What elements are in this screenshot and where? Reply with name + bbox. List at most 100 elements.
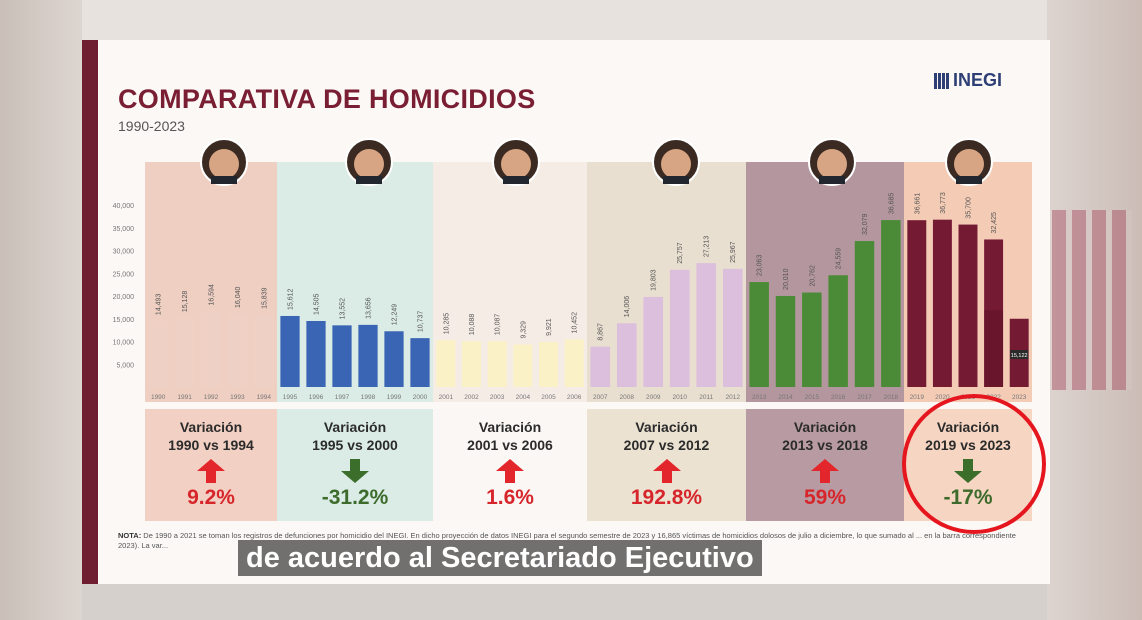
portrait-6-suit (956, 176, 982, 184)
bar-value-label: 14,505 (314, 293, 321, 315)
y-tick-label: 30,000 (113, 249, 135, 256)
bar (984, 239, 1004, 387)
x-tick-label: 1991 (177, 394, 192, 401)
variation-label-line1: Variación (793, 419, 857, 435)
bar-value-label: 8,867 (598, 323, 605, 341)
arrow-up-icon (811, 459, 839, 483)
x-tick-label: 2006 (567, 394, 582, 401)
bar (749, 282, 769, 387)
x-tick-label: 2019 (910, 394, 925, 401)
x-tick-label: 2004 (516, 394, 531, 401)
background-right-blur (1047, 0, 1142, 620)
bar-value-label: 35,700 (966, 197, 973, 219)
variation-label-line1: Variación (478, 419, 542, 435)
bar-value-label: 13,552 (340, 298, 347, 320)
inegi-logo: INEGI (934, 70, 1002, 91)
variation-box-1: Variación 1990 vs 1994 9.2% (145, 409, 277, 521)
x-tick-label: 2012 (726, 394, 741, 401)
bar-value-label: 23,063 (757, 255, 764, 277)
bar (564, 339, 584, 387)
x-tick-label: 2003 (490, 394, 505, 401)
bar-value-label: 9,329 (520, 321, 527, 339)
variation-label-line1: Variación (179, 419, 243, 435)
background-right-chart-blur (1052, 210, 1132, 390)
bar (722, 268, 743, 387)
variation-label: Variación 1990 vs 1994 (145, 418, 277, 454)
x-tick-label: 2007 (593, 394, 608, 401)
bar (513, 344, 533, 387)
variation-label-line2: 2007 vs 2012 (623, 437, 710, 453)
variation-box-5: Variación 2013 vs 2018 59% (746, 409, 904, 521)
variation-label: Variación 1995 vs 2000 (277, 418, 433, 454)
y-tick-label: 5,000 (116, 362, 134, 369)
bar (932, 219, 952, 387)
homicides-bar-chart: 40,000 35,000 30,000 25,000 20,000 15,000 10,0… (113, 138, 1032, 402)
bar (436, 340, 456, 387)
footnote: NOTA: De 1990 a 2021 se toman los regist… (118, 531, 1018, 551)
variation-label-line1: Variación (635, 419, 698, 435)
portrait-5-face (817, 149, 847, 179)
bar-value-label: 36,685 (888, 193, 895, 215)
period-panel-5 (746, 162, 904, 402)
x-tick-label: 1994 (257, 394, 272, 401)
portrait-2-face (354, 149, 384, 179)
x-tick-label: 2010 (673, 394, 688, 401)
x-tick-label: 1992 (204, 394, 219, 401)
bar (227, 314, 248, 387)
bar-value-label: 10,087 (495, 314, 502, 336)
bar (775, 295, 796, 387)
variation-label-line1: Variación (323, 419, 387, 435)
portrait-6-face (954, 149, 984, 179)
variation-value: 59% (803, 486, 847, 509)
bar-value-label: 13,656 (366, 297, 373, 319)
bar-2023-badge (1010, 350, 1029, 359)
variation-label-line2: 2013 vs 2018 (782, 437, 868, 453)
bar-value-label: 14,006 (624, 296, 631, 318)
bar-value-label: 32,079 (862, 214, 869, 236)
x-tick-label: 2018 (884, 394, 899, 401)
bar-value-label: 25,967 (730, 241, 737, 263)
y-tick-label: 25,000 (113, 271, 135, 278)
bar-value-label: 10,452 (572, 312, 579, 334)
x-tick-label: 2001 (439, 394, 454, 401)
x-tick-label: 2008 (620, 394, 635, 401)
bar (802, 292, 822, 387)
x-tick-label: 2011 (699, 394, 713, 401)
variation-label: Variación 2007 vs 2012 (587, 418, 746, 454)
bar (539, 341, 558, 387)
bar (254, 314, 274, 387)
x-tick-label: 2015 (805, 394, 820, 401)
bar (643, 296, 664, 387)
background-top (0, 0, 1142, 40)
bar (854, 241, 875, 387)
y-tick-label: 35,000 (113, 226, 135, 233)
bar (590, 346, 611, 387)
x-tick-label: 2000 (413, 394, 428, 401)
period-panel-4 (587, 162, 746, 402)
bar-value-label: 9,921 (546, 318, 553, 336)
inegi-logo-icon (934, 72, 949, 89)
arrow-up-icon (652, 459, 681, 483)
x-tick-label: 2020 (935, 394, 950, 401)
bar-value-label: 14,493 (156, 294, 163, 316)
bar-value-label: 25,757 (677, 242, 684, 264)
variation-value: 1.6% (486, 486, 534, 509)
highlight-circle (902, 394, 1046, 534)
bar (616, 323, 637, 387)
bar (332, 325, 352, 387)
x-tick-label: 2005 (541, 394, 556, 401)
portrait-3-face (501, 149, 531, 179)
y-tick-label: 40,000 (113, 203, 135, 210)
bar-value-label: 10,737 (418, 311, 425, 333)
bar-value-label: 10,088 (469, 314, 476, 336)
x-tick-label: 1990 (151, 394, 166, 401)
portrait-5-suit (819, 176, 845, 184)
portrait-3-suit (503, 176, 529, 184)
portrait-2-suit (356, 176, 382, 184)
arrow-up-icon (496, 459, 524, 483)
arrow-down-icon (341, 459, 369, 483)
bar (881, 220, 901, 387)
inegi-logo-text: INEGI (953, 70, 1003, 90)
x-tick-label: 2013 (752, 394, 767, 401)
bar-value-label: 16,594 (209, 284, 216, 306)
